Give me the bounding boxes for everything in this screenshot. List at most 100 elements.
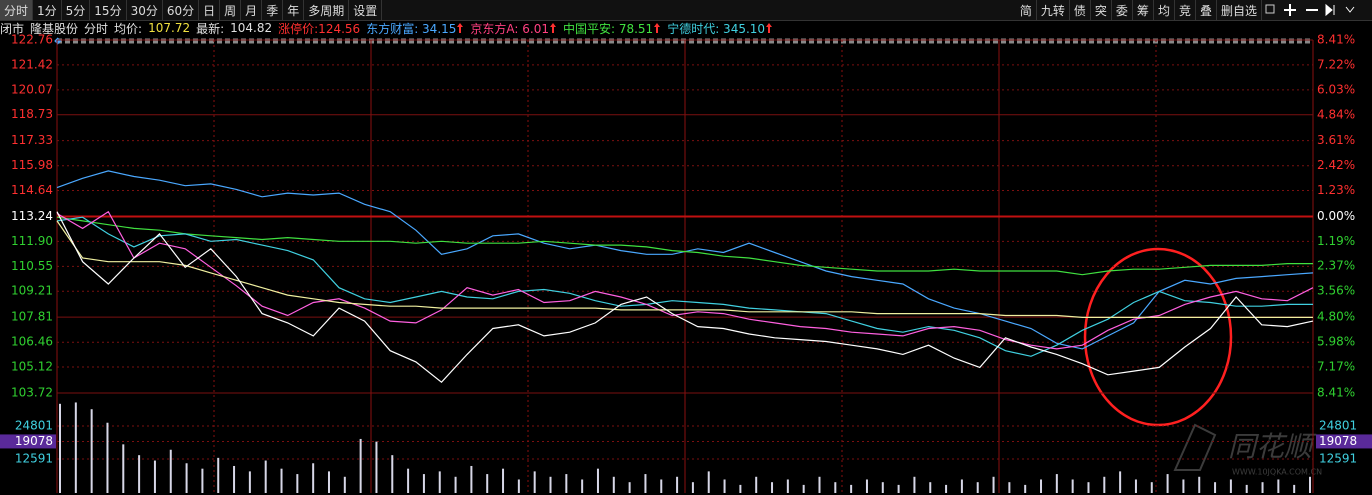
- volume-bar: [1293, 484, 1296, 493]
- tool-button[interactable]: 债: [1070, 0, 1091, 20]
- period-tab[interactable]: 季: [262, 0, 284, 20]
- period-tab[interactable]: 多周期: [304, 0, 350, 20]
- volume-bar: [628, 482, 631, 493]
- info-text: 隆基股份: [30, 21, 79, 36]
- info-item: 均价:: [114, 20, 142, 36]
- menu-icon[interactable]: [1345, 6, 1355, 13]
- period-tab[interactable]: 周: [220, 0, 242, 20]
- volume-bar: [976, 482, 979, 493]
- y2-tick-label: 0.00%: [1317, 209, 1355, 223]
- info-item: 隆基股份: [30, 20, 78, 36]
- period-tab[interactable]: 5分: [62, 0, 91, 20]
- info-item: 京东方A: 6.01: [470, 20, 557, 36]
- volume-bar: [502, 468, 505, 493]
- tool-button[interactable]: 九转: [1037, 0, 1070, 20]
- volume-bar: [248, 471, 251, 493]
- volume-bar: [407, 468, 410, 493]
- tool-button[interactable]: 筹: [1133, 0, 1154, 20]
- volume-bar: [913, 476, 916, 493]
- volume-bar: [723, 479, 726, 493]
- volume-bar: [612, 476, 615, 493]
- y2-tick-label: 7.22%: [1317, 57, 1355, 71]
- info-text: 闭市: [0, 21, 25, 36]
- period-tab[interactable]: 月: [241, 0, 263, 20]
- logo: 同花顺 WWW.10JQKA.COM.CN: [1173, 423, 1322, 477]
- volume-bar: [391, 455, 394, 493]
- volume-bar: [865, 479, 868, 493]
- volume-bar: [1245, 484, 1248, 493]
- info-bar: 闭市 隆基股份 分时 均价: 107.72 最新: 104.82 涨停价:124.56 东方财富…: [0, 20, 1310, 36]
- volume-bar: [470, 465, 473, 493]
- lock-icon[interactable]: [1265, 4, 1275, 14]
- period-tab[interactable]: 1分: [33, 0, 62, 20]
- tool-button[interactable]: 删自选: [1217, 0, 1262, 20]
- volume-bar: [549, 476, 552, 493]
- period-tabs: 分时 1分 5分 15分 30分 60分日周月季年多周期 设置: [0, 0, 383, 20]
- tool-button[interactable]: 竞: [1175, 0, 1196, 20]
- volume-bar: [533, 471, 536, 493]
- rise-arrow: [549, 23, 556, 33]
- period-tab[interactable]: 30分: [127, 0, 163, 20]
- volume-bar: [106, 422, 109, 493]
- tool-button[interactable]: 叠: [1196, 0, 1217, 20]
- tool-button[interactable]: 突: [1091, 0, 1112, 20]
- volume-tick-label: 12591: [15, 451, 53, 465]
- period-tab[interactable]: 15分: [90, 0, 127, 20]
- y-tick-label: 121.42: [11, 57, 53, 71]
- volume-bar: [74, 402, 77, 493]
- tool-button[interactable]: 均: [1154, 0, 1175, 20]
- volume-bar: [1087, 482, 1090, 493]
- info-text: 中国平安: 78.51: [562, 21, 654, 36]
- volume-tick-label-right: 12591: [1319, 451, 1357, 465]
- volume-bar: [169, 449, 172, 493]
- info-item: 涨停价:124.56: [278, 20, 360, 36]
- volume-bar: [296, 474, 299, 493]
- y-tick-label: 113.24: [11, 209, 53, 223]
- period-tab[interactable]: 年: [283, 0, 305, 20]
- volume-bar: [881, 482, 884, 493]
- series-line: [56, 216, 1313, 276]
- zoom-in[interactable]: [1284, 4, 1296, 16]
- period-tab[interactable]: 60分: [163, 0, 200, 20]
- volume-bar: [1134, 479, 1137, 493]
- y2-tick-label: 3.56%: [1317, 284, 1355, 298]
- icon-buttons[interactable]: [1262, 0, 1372, 20]
- period-tab[interactable]: 设置: [349, 0, 383, 20]
- volume-bar: [1277, 479, 1280, 493]
- volume-bar: [264, 460, 267, 493]
- volume-bar: [1008, 482, 1011, 493]
- step-icon[interactable]: [1325, 3, 1335, 17]
- tool-button[interactable]: 简: [1016, 0, 1037, 20]
- info-text: 均价:: [114, 21, 143, 36]
- volume-bar: [375, 441, 378, 493]
- y-tick-label: 115.98: [11, 158, 53, 172]
- period-tab[interactable]: 日: [199, 0, 221, 20]
- tool-button[interactable]: 委: [1112, 0, 1133, 20]
- volume-tick-highlight: [1316, 434, 1372, 449]
- period-tab[interactable]: 分时: [0, 0, 34, 20]
- info-item: 中国平安: 78.51: [563, 20, 661, 36]
- volume-bar: [802, 484, 805, 493]
- volume-bar: [59, 403, 61, 493]
- volume-bar: [1309, 476, 1311, 493]
- y-tick-label: 111.90: [11, 234, 53, 248]
- volume-bar: [850, 484, 853, 493]
- y2-tick-label: 5.98%: [1317, 335, 1355, 349]
- volume-bar: [786, 479, 789, 493]
- volume-tick-label-right: 19078: [1319, 434, 1357, 448]
- rise-arrow: [766, 23, 773, 33]
- y2-tick-label: 3.61%: [1317, 133, 1355, 147]
- info-text: 最新:: [196, 21, 225, 36]
- info-item: 分时: [84, 20, 108, 36]
- series-line: [56, 220, 1313, 318]
- volume-bar: [755, 476, 758, 493]
- rise-arrow: [654, 23, 661, 33]
- y2-tick-label: 1.19%: [1317, 234, 1355, 248]
- info-text: 宁德时代: 345.10: [667, 21, 766, 36]
- volume-bar: [707, 471, 710, 493]
- y-tick-label: 106.46: [11, 335, 53, 349]
- logo-url: WWW.10JQKA.COM.CN: [1232, 468, 1322, 477]
- volume-bar: [486, 474, 489, 493]
- volume-bar: [1119, 471, 1122, 493]
